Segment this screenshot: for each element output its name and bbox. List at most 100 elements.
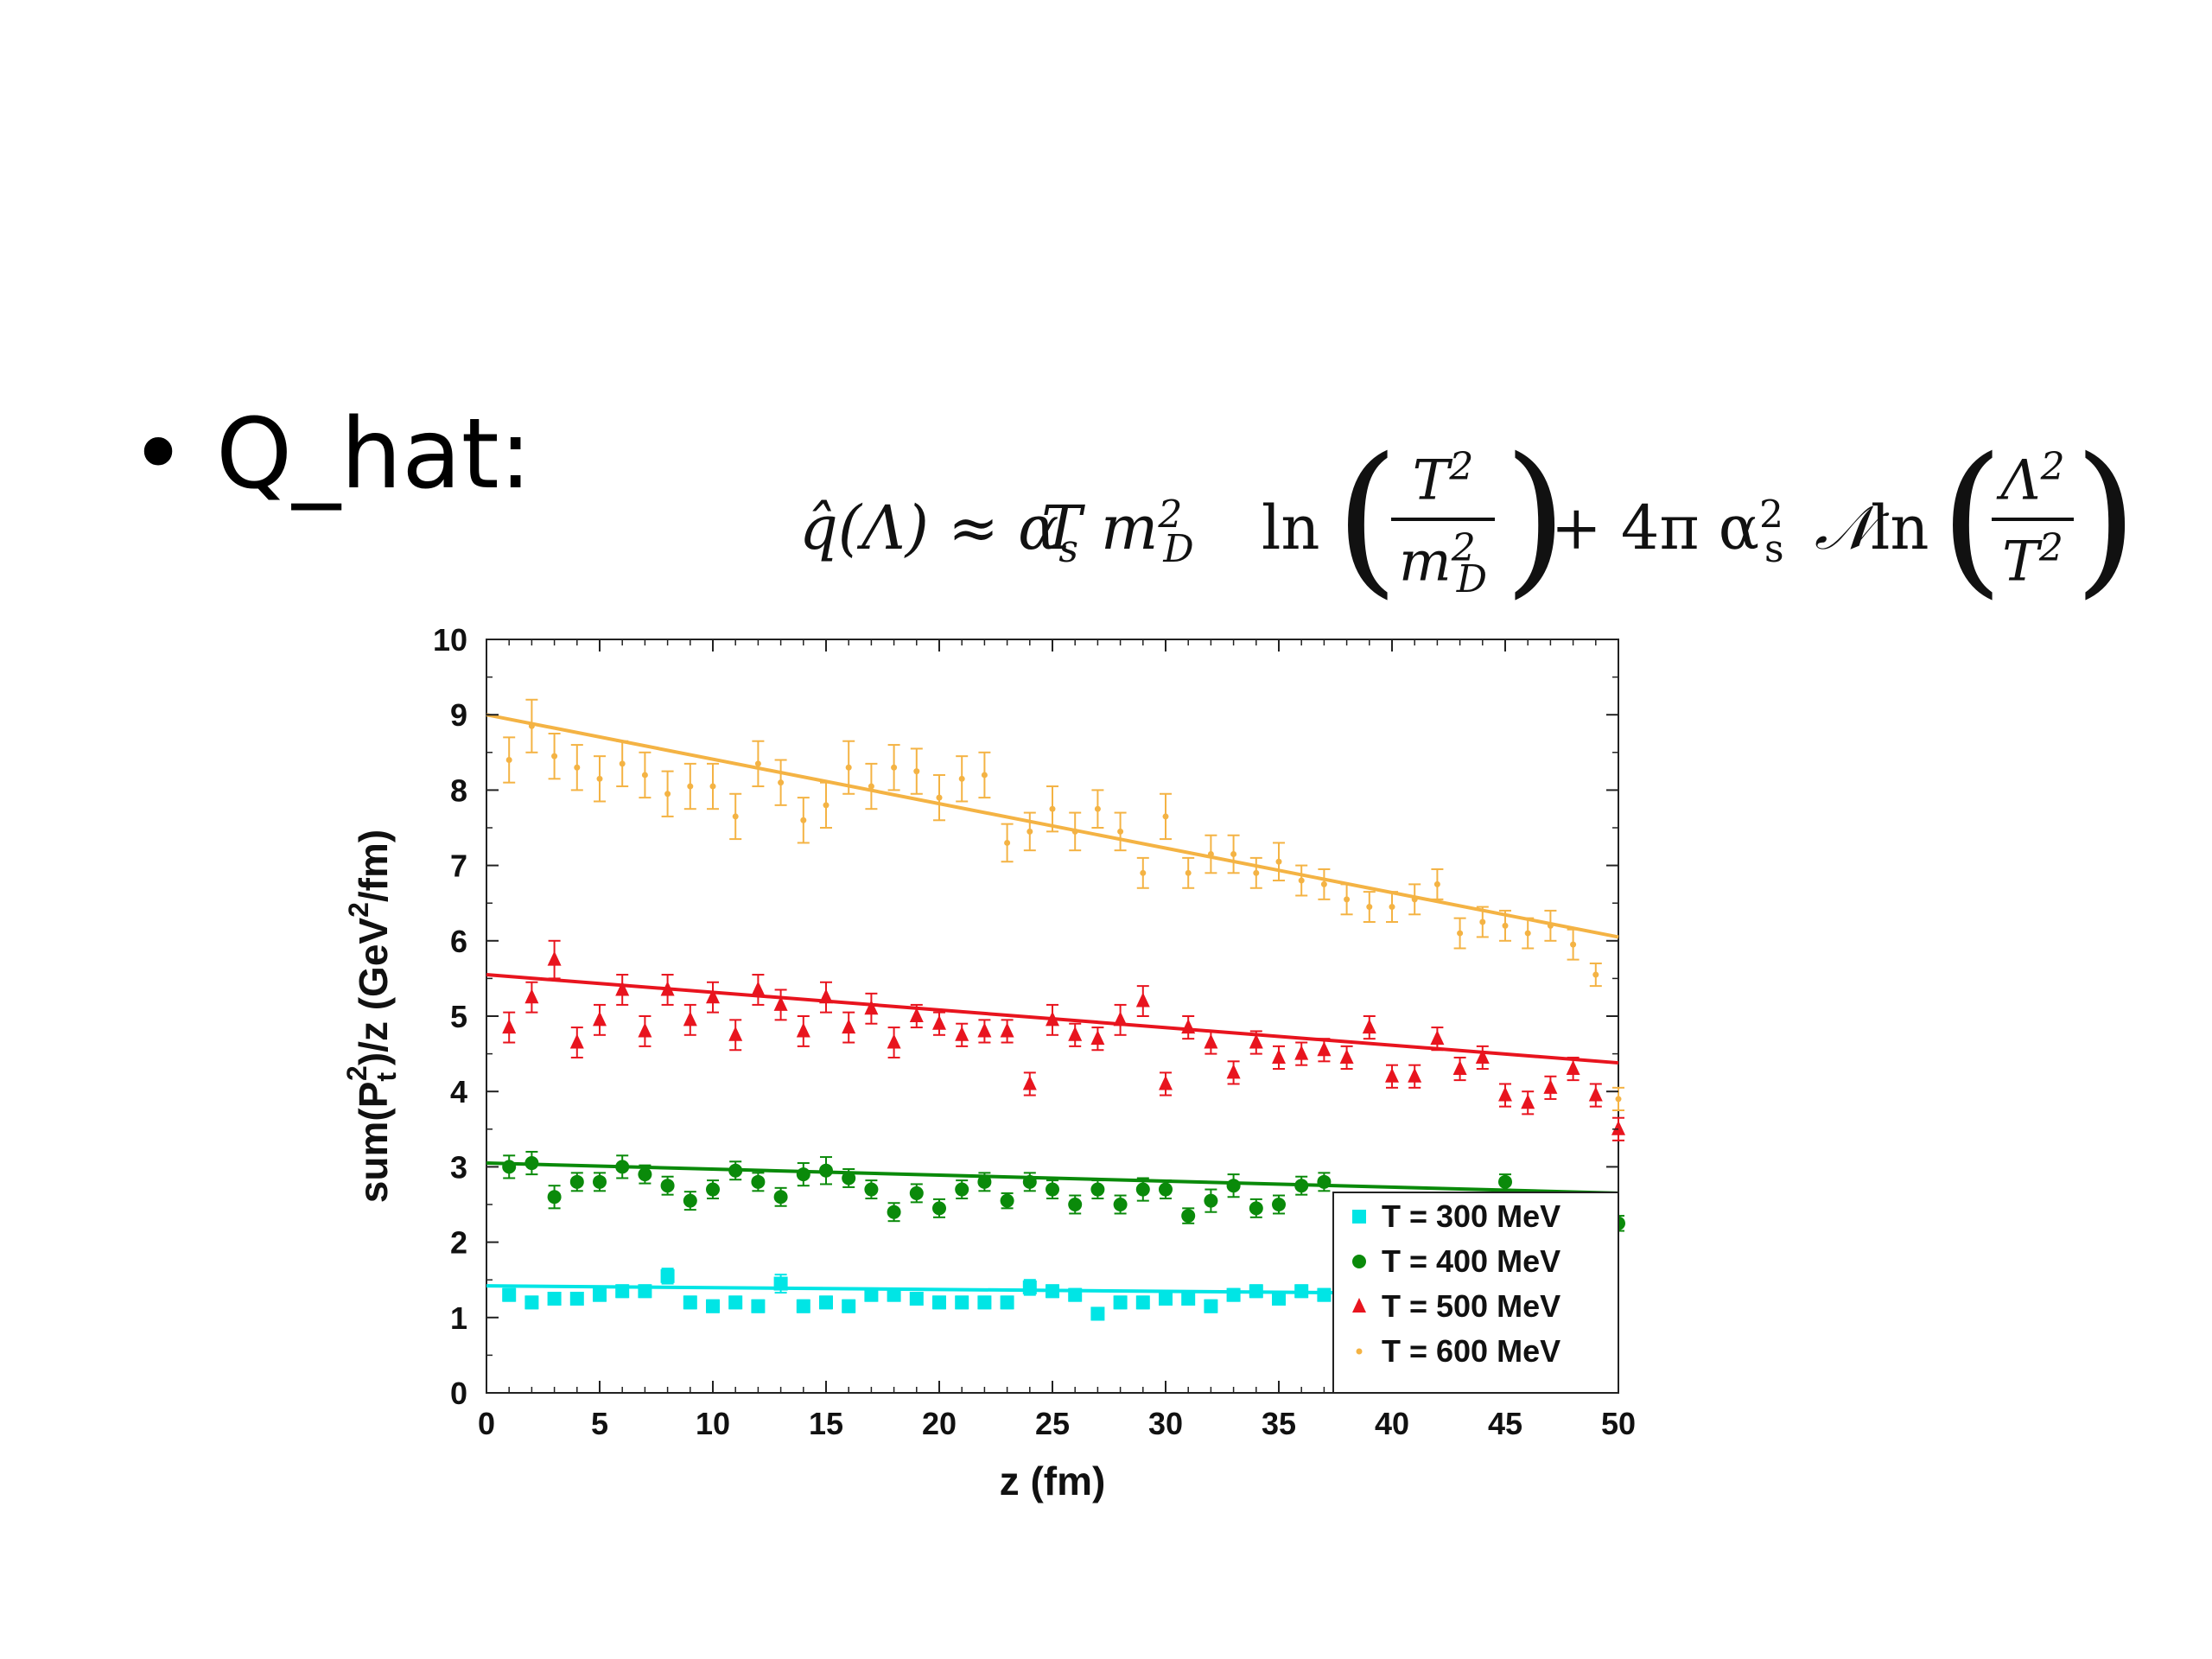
data-point [1046, 1284, 1059, 1299]
legend-label: T = 400 MeV [1382, 1243, 1560, 1279]
data-point [1046, 1011, 1059, 1027]
data-point [1452, 1060, 1467, 1076]
data-point [1249, 1033, 1263, 1049]
qhat-formula: q̂(Λ) ≈ αs T m2D ln ( T2 m2D ) + 4π α2s … [799, 428, 2138, 626]
data-point [773, 1190, 788, 1205]
x-tick-label: 5 [591, 1406, 608, 1441]
data-point [800, 817, 807, 823]
formula-paren-close-2: ) [2074, 423, 2139, 613]
data-point [1181, 1019, 1196, 1034]
data-point [1004, 839, 1011, 846]
data-point [1046, 1182, 1059, 1197]
legend: T = 300 MeV T = 400 MeV T = 500 MeV T = 600… [1332, 1192, 1619, 1394]
data-point [977, 1022, 992, 1038]
y-tick-label: 7 [450, 849, 467, 884]
data-point [1272, 1198, 1286, 1211]
data-point [1094, 805, 1101, 812]
data-point [1159, 1075, 1173, 1090]
data-point [1090, 1306, 1105, 1321]
data-point [1159, 1182, 1173, 1197]
data-point [687, 783, 694, 790]
data-point [569, 1174, 584, 1189]
data-point [569, 1292, 584, 1306]
data-point [502, 1287, 517, 1302]
data-point [913, 768, 920, 775]
data-point [981, 772, 988, 779]
data-point [1113, 1198, 1128, 1211]
data-point [796, 1299, 810, 1313]
legend-label: T = 600 MeV [1382, 1333, 1560, 1369]
bullet-dot: • [130, 398, 188, 511]
legend-marker [1352, 1255, 1366, 1268]
data-point [1317, 1174, 1332, 1189]
data-point [1090, 1182, 1105, 1197]
data-point [909, 1007, 924, 1022]
data-point [1135, 1295, 1150, 1310]
data-point [683, 1295, 697, 1310]
x-tick-label: 50 [1601, 1406, 1636, 1441]
data-point [1524, 930, 1531, 937]
data-point [1204, 1193, 1218, 1208]
y-tick-label: 1 [450, 1300, 467, 1336]
data-point [706, 1299, 720, 1313]
data-point [751, 981, 766, 996]
data-point [593, 1287, 607, 1302]
data-point [796, 1022, 810, 1038]
x-tick-label: 40 [1375, 1406, 1409, 1441]
data-point [502, 1160, 517, 1174]
legend-marker [1356, 1348, 1363, 1355]
data-point [638, 1167, 652, 1182]
data-point [1000, 1295, 1014, 1310]
data-point [1226, 1179, 1241, 1193]
data-point [615, 1284, 630, 1299]
data-point [1385, 1067, 1399, 1083]
data-point [728, 1295, 743, 1310]
data-point [1068, 1198, 1083, 1211]
data-point [796, 1167, 810, 1182]
data-point [977, 1174, 992, 1189]
data-point [660, 1179, 675, 1193]
data-point [502, 1019, 517, 1034]
data-point [932, 1201, 946, 1216]
data-point [709, 783, 716, 790]
data-point [1475, 1048, 1490, 1064]
data-point [1000, 1022, 1014, 1038]
data-point [1366, 904, 1373, 911]
data-point [1298, 877, 1305, 884]
data-point [1411, 896, 1418, 903]
data-point [1181, 1292, 1196, 1306]
data-point [1272, 1292, 1286, 1306]
data-point [891, 764, 898, 771]
data-point [819, 1163, 833, 1178]
data-point [547, 1190, 562, 1205]
data-point [1272, 1048, 1286, 1064]
data-point [1068, 1287, 1083, 1302]
data-point [641, 772, 648, 779]
formula-term1: T m2D [1041, 493, 1194, 571]
x-tick-label: 0 [478, 1406, 495, 1441]
data-point [1162, 813, 1169, 820]
data-point [1275, 858, 1282, 865]
formula-term2: + 4π α2s [1551, 493, 1784, 571]
data-point [551, 753, 558, 760]
data-point [524, 988, 539, 1004]
series-0 [502, 1268, 1332, 1321]
data-point [1159, 1292, 1173, 1306]
data-point [524, 1156, 539, 1171]
data-points [502, 698, 1625, 1321]
data-point [547, 950, 562, 966]
data-point [842, 1019, 856, 1034]
data-point [1294, 1045, 1309, 1060]
data-point [1027, 828, 1033, 835]
data-point [1498, 1174, 1512, 1189]
data-point [1022, 1174, 1037, 1189]
data-point [569, 1033, 584, 1049]
data-point [778, 779, 785, 786]
data-point [1090, 1030, 1105, 1046]
data-point [732, 813, 739, 820]
data-point [1113, 1011, 1128, 1027]
data-point [706, 1182, 720, 1197]
data-point [1049, 805, 1056, 812]
bullet-item: • Q_hat: [130, 406, 531, 503]
data-point [1230, 851, 1237, 858]
